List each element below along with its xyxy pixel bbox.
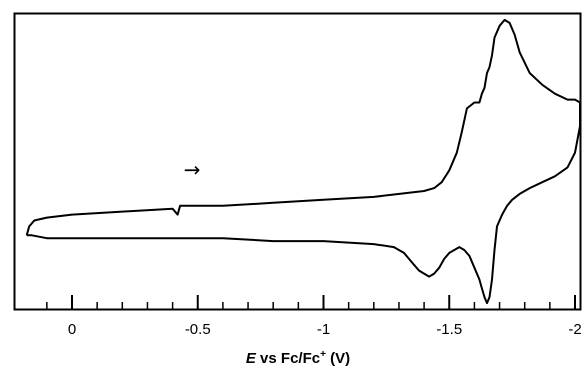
x-tick-label: -1 bbox=[317, 321, 330, 338]
x-tick-label: -1.5 bbox=[436, 321, 462, 338]
scan-direction-arrow: → bbox=[184, 157, 201, 181]
x-tick-label: -0.5 bbox=[185, 321, 211, 338]
x-tick-label: -2 bbox=[568, 321, 581, 338]
x-axis-tick-labels: 0 -0.5 -1 -1.5 -2 bbox=[68, 321, 582, 338]
x-axis-ticks bbox=[46, 295, 576, 309]
cv-trace-line bbox=[25, 18, 581, 305]
x-tick-label: 0 bbox=[68, 321, 76, 338]
x-axis-title: E vs Fc/Fc+ (V) bbox=[246, 349, 350, 367]
plot-frame bbox=[13, 12, 582, 311]
